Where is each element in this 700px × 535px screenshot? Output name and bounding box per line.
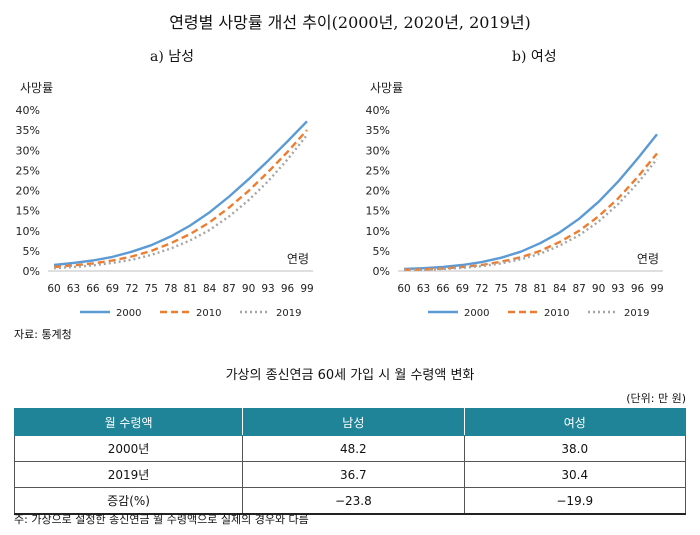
x-tick-label: 69	[106, 283, 119, 295]
female-mortality-chart: 사망률 0% 5% 10% 15% 20% 25% 30% 35% 40% 60 63 66 69 72 75…	[366, 81, 664, 319]
y-tick-label: 15%	[366, 205, 390, 218]
table-row: 2019년 36.7 30.4	[13, 461, 687, 488]
header-cell: 남성	[242, 408, 465, 436]
y-tick-label: 40%	[16, 104, 40, 117]
series-line-2000	[53, 120, 308, 267]
x-tick-label: 75	[145, 283, 158, 295]
y-tick-label: 35%	[366, 124, 390, 137]
legend-label: 2000	[464, 308, 489, 319]
x-tick-label: 81	[534, 283, 547, 295]
series-line-2019	[53, 134, 308, 270]
x-axis-label: 연령	[287, 252, 309, 266]
x-tick-label: 75	[495, 283, 508, 295]
legend-label: 2000	[116, 308, 141, 319]
chart-a-title: a) 남성	[150, 49, 195, 65]
x-tick-label: 96	[281, 283, 295, 295]
x-tick-label: 96	[631, 283, 645, 295]
x-tick-label: 63	[67, 283, 80, 295]
y-tick-label: 0%	[373, 265, 390, 278]
x-tick-label: 90	[592, 283, 605, 295]
x-tick-label: 69	[456, 283, 469, 295]
legend-label: 2019	[624, 308, 649, 319]
header-cell: 여성	[463, 408, 687, 436]
x-axis-label: 연령	[637, 252, 659, 266]
table-unit: (단위: 만 원)	[626, 392, 686, 405]
y-tick-label: 40%	[366, 104, 390, 117]
legend-label: 2010	[544, 308, 569, 319]
x-tick-label: 66	[436, 283, 450, 295]
series-line-2019	[403, 158, 658, 272]
x-tick-label: 63	[417, 283, 430, 295]
y-axis-label: 사망률	[370, 81, 403, 95]
series-line-2000	[403, 133, 658, 271]
x-tick-label: 72	[125, 283, 138, 295]
y-tick-label: 35%	[16, 124, 40, 137]
chart-b-title: b) 여성	[512, 49, 557, 65]
y-tick-label: 25%	[16, 164, 40, 177]
x-tick-label: 78	[514, 283, 527, 295]
table-row: 증감(%) −23.8 −19.9	[13, 487, 687, 515]
x-tick-label: 66	[86, 283, 100, 295]
table-cell: 2019년	[13, 461, 244, 488]
y-tick-label: 20%	[366, 185, 390, 198]
series-line-2010	[53, 129, 308, 269]
table-row: 2000년 48.2 38.0	[13, 435, 687, 462]
legend-label: 2010	[196, 308, 221, 319]
y-tick-label: 5%	[373, 245, 390, 258]
x-tick-label: 90	[242, 283, 255, 295]
x-tick-label: 93	[261, 283, 274, 295]
y-tick-label: 20%	[16, 185, 40, 198]
x-tick-label: 99	[650, 283, 663, 295]
header-cell: 월 수령액	[13, 408, 244, 436]
series-line-2010	[403, 152, 658, 271]
y-tick-label: 25%	[366, 164, 390, 177]
table-cell: 2000년	[13, 435, 244, 462]
source-note: 자료: 통계청	[14, 328, 72, 341]
x-tick-label: 84	[203, 283, 217, 295]
y-tick-label: 30%	[16, 144, 40, 157]
x-tick-label: 84	[553, 283, 567, 295]
table-cell: 증감(%)	[13, 487, 244, 515]
x-tick-label: 87	[572, 283, 585, 295]
footnote: 주: 가상으로 설정한 종신연금 월 수령액으로 실제의 경우와 다름	[14, 513, 309, 526]
y-axis-label: 사망률	[20, 81, 53, 95]
y-tick-label: 5%	[23, 245, 40, 258]
table-cell: −23.8	[242, 487, 465, 515]
table-cell: 38.0	[463, 435, 687, 462]
y-tick-label: 15%	[16, 205, 40, 218]
table-header-row: 월 수령액 남성 여성	[13, 408, 687, 436]
x-tick-label: 60	[397, 283, 410, 295]
table-cell: 30.4	[463, 461, 687, 488]
x-tick-label: 87	[222, 283, 235, 295]
annuity-table: 월 수령액 남성 여성 2000년 48.2 38.0 2019년 36.7 3…	[13, 408, 687, 515]
x-tick-label: 60	[47, 283, 60, 295]
male-mortality-chart: 사망률 0% 5% 10% 15% 20% 25% 30% 35% 40% 60 63 66 69 72 75…	[16, 81, 314, 319]
y-tick-label: 10%	[366, 225, 390, 238]
y-tick-label: 30%	[366, 144, 390, 157]
x-tick-label: 93	[611, 283, 624, 295]
table-title: 가상의 종신연금 60세 가입 시 월 수령액 변화	[225, 368, 475, 383]
table-cell: 48.2	[242, 435, 465, 462]
table-cell: −19.9	[463, 487, 687, 515]
legend-label: 2019	[276, 308, 301, 319]
y-tick-label: 10%	[16, 225, 40, 238]
page-title: 연령별 사망률 개선 추이(2000년, 2020년, 2019년)	[169, 13, 531, 32]
x-tick-label: 72	[475, 283, 488, 295]
y-tick-label: 0%	[23, 265, 40, 278]
x-tick-label: 99	[300, 283, 313, 295]
x-tick-label: 81	[184, 283, 197, 295]
table-cell: 36.7	[242, 461, 465, 488]
x-tick-label: 78	[164, 283, 177, 295]
